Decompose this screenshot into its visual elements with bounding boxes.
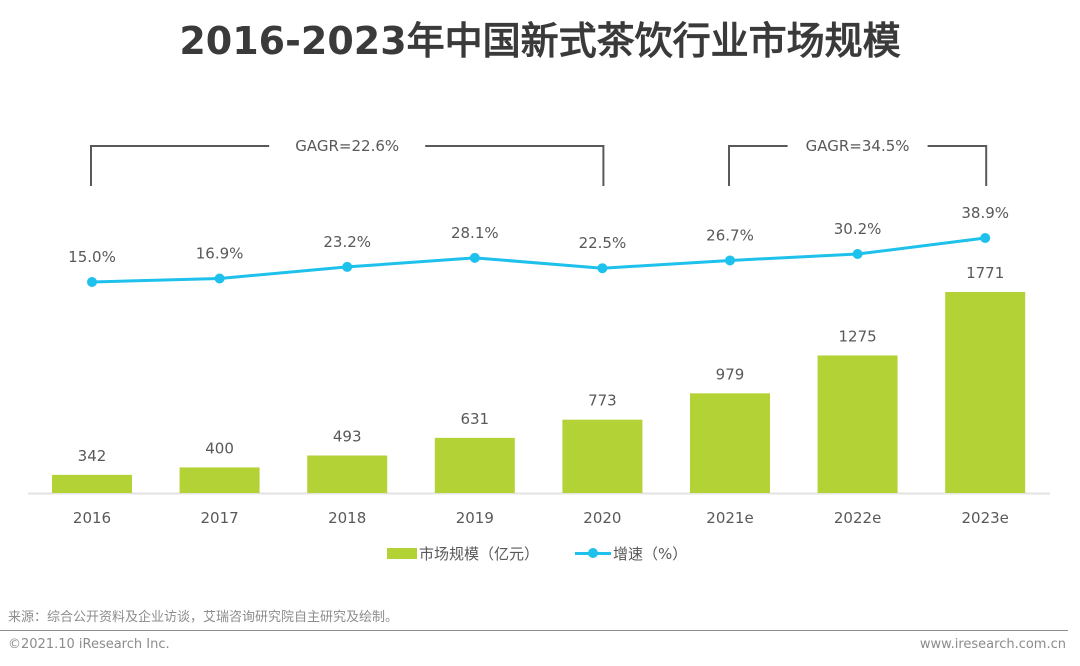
growth-point-2018 [342, 261, 353, 272]
growth-point-2016 [87, 277, 97, 287]
x-tick-label: 2016 [73, 509, 111, 527]
cagr-bracket: GAGR=22.6% [90, 137, 605, 186]
copyright: ©2021.10 iResearch Inc. [8, 637, 170, 652]
x-tick-label: 2021e [706, 509, 753, 527]
x-tick-label: 2018 [328, 509, 366, 527]
chart-title: 2016-2023年中国新式茶饮行业市场规模 [179, 19, 901, 63]
x-tick-label: 2017 [201, 509, 239, 527]
growth-point-2019 [469, 252, 480, 263]
x-tick-label: 2022e [834, 509, 881, 527]
bar-value-label: 493 [333, 428, 362, 446]
website-link[interactable]: www.iresearch.com.cn [919, 637, 1066, 652]
bar-value-label: 773 [588, 392, 617, 410]
line-value-label: 22.5% [579, 234, 627, 252]
bar-2022e [817, 355, 898, 493]
growth-point-2020 [597, 263, 608, 274]
line-value-labels: 15.0% 16.9% 23.2% 28.1% 22.5% 26.7% 30.2% 38.9% [68, 204, 1009, 266]
line-series [87, 233, 991, 287]
legend-line-label: 增速（%） [613, 544, 688, 563]
legend-bar-label: 市场规模（亿元） [419, 544, 540, 563]
bar-value-label: 1275 [839, 327, 877, 345]
bar-value-label: 400 [205, 439, 234, 457]
chart-canvas: GAGR=22.6% GAGR=34.5% 342 400 493 631 773 979 1… [28, 137, 1050, 527]
legend: 市场规模（亿元） 增速（%） [387, 543, 687, 563]
bar-2020 [562, 419, 643, 493]
bar-2016 [52, 474, 132, 493]
line-value-label: 30.2% [834, 220, 882, 238]
bar-2017 [179, 467, 260, 493]
line-value-label: 38.9% [961, 204, 1009, 222]
line-value-label: 28.1% [451, 224, 499, 242]
growth-point-2023e [980, 233, 991, 243]
bar-2018 [307, 455, 388, 493]
bar-value-label: 1771 [966, 264, 1004, 282]
line-value-label: 16.9% [196, 245, 244, 263]
cagr-label: GAGR=22.6% [295, 137, 399, 155]
x-tick-label: 2023e [961, 509, 1008, 527]
legend-line-swatch [575, 546, 612, 560]
bar-value-label: 342 [78, 447, 107, 465]
growth-line [91, 236, 986, 284]
legend-bar-swatch [387, 547, 417, 559]
growth-point-2017 [214, 273, 225, 284]
cagr-label: GAGR=34.5% [806, 137, 910, 155]
bar-2021e [690, 393, 770, 493]
bar-value-label: 631 [460, 410, 489, 428]
bracket-right-arm [425, 145, 605, 186]
cagr-annotations: GAGR=22.6% GAGR=34.5% [90, 137, 988, 186]
source-note: 来源：综合公开资料及企业访谈，艾瑞咨询研究院自主研究及绘制。 [8, 610, 399, 625]
bar-2023e [945, 292, 1026, 493]
growth-point-2022e [852, 249, 863, 260]
bracket-left-arm [728, 145, 788, 186]
x-tick-labels: 2016 2017 2018 2019 2020 2021e 2022e 2023e [73, 509, 1009, 527]
cagr-bracket: GAGR=34.5% [728, 137, 988, 186]
bracket-left-arm [90, 145, 270, 186]
line-value-label: 15.0% [68, 248, 116, 266]
bar-series [52, 292, 1026, 493]
footer-divider [0, 630, 1068, 631]
bracket-right-arm [927, 145, 988, 186]
growth-point-2021e [725, 255, 735, 266]
bar-2019 [434, 437, 515, 493]
line-value-label: 26.7% [706, 226, 754, 244]
x-tick-label: 2019 [456, 509, 494, 527]
x-tick-label: 2020 [583, 509, 621, 527]
bar-value-label: 979 [716, 365, 745, 383]
bar-value-labels: 342 400 493 631 773 979 1275 1771 [78, 264, 1005, 465]
line-value-label: 23.2% [323, 233, 371, 251]
